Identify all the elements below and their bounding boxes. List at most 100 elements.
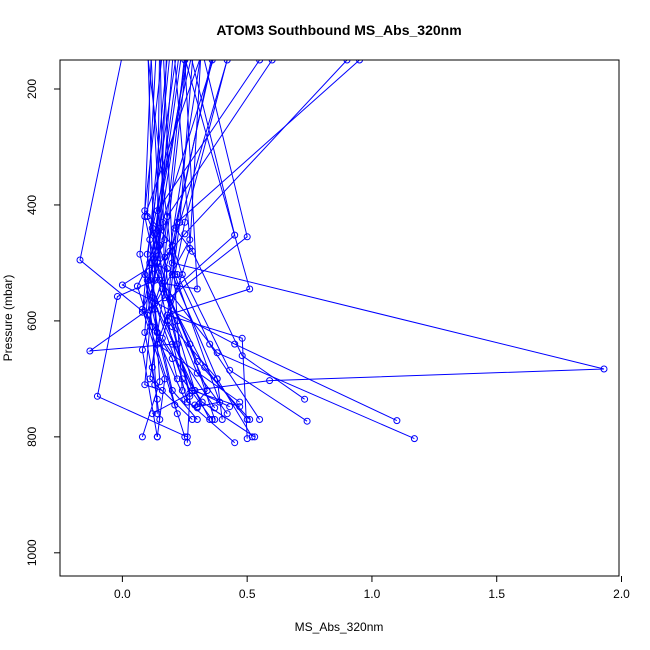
x-tick-label: 0.5 [239, 587, 256, 601]
data-point [146, 276, 154, 284]
series-line-33 [146, 60, 168, 400]
data-point [188, 387, 196, 394]
data-point [163, 311, 171, 319]
data-point [153, 259, 161, 267]
data-point [138, 433, 146, 441]
data-point [251, 433, 259, 441]
data-point [356, 60, 363, 64]
data-point [236, 403, 244, 411]
data-point [156, 416, 164, 423]
data-point [176, 218, 184, 226]
data-point [198, 398, 206, 406]
data-point [93, 392, 101, 400]
y-tick-label: 600 [25, 311, 39, 331]
data-point [226, 366, 234, 374]
data-point [151, 276, 159, 284]
data-point [138, 346, 146, 354]
data-point [163, 213, 171, 220]
chart-title: ATOM3 Southbound MS_Abs_320nm [216, 22, 461, 38]
data-point [148, 323, 156, 331]
series-line-24 [96, 60, 188, 438]
data-point [266, 377, 274, 385]
series-line-11 [156, 60, 261, 414]
series-line-34 [144, 60, 183, 391]
data-point [193, 403, 201, 411]
data-point [193, 358, 201, 365]
plot-frame [59, 59, 620, 577]
data-point [148, 363, 156, 371]
y-axis: 200 400 600 800 1000 [25, 79, 60, 566]
data-point [118, 281, 126, 289]
data-point [223, 60, 231, 64]
data-point [178, 387, 186, 394]
data-point [208, 416, 216, 423]
data-point [186, 236, 194, 244]
series-line-35 [169, 60, 208, 406]
y-tick-label: 800 [25, 427, 39, 447]
series-line-21 [79, 60, 178, 380]
data-point [181, 218, 189, 226]
y-tick-label: 400 [25, 195, 39, 215]
data-point [410, 435, 418, 443]
data-point [148, 305, 156, 313]
x-axis: 0.0 0.5 1.0 1.5 2.0 [114, 576, 630, 601]
data-point [213, 375, 221, 383]
data-point [203, 387, 211, 394]
y-axis-label: Pressure (mbar) [1, 275, 15, 362]
data-point [236, 398, 244, 406]
data-point [158, 334, 166, 342]
series-line-22 [147, 60, 605, 391]
y-tick-label: 1000 [25, 539, 39, 566]
data-point [153, 242, 161, 249]
data-point [76, 256, 84, 264]
data-point [146, 375, 154, 383]
series-line-37 [156, 60, 273, 408]
series-line-8 [152, 60, 191, 415]
data-point [256, 60, 264, 64]
data-point [156, 378, 164, 386]
data-point [600, 365, 608, 373]
series-line-36 [144, 60, 161, 414]
data-point [168, 387, 176, 394]
data-point [186, 244, 194, 252]
series-layer [76, 60, 608, 447]
series-line-16 [144, 60, 163, 391]
data-point [183, 398, 191, 406]
series-line-18 [174, 60, 305, 400]
data-point [168, 323, 176, 331]
data-point [188, 416, 196, 423]
data-point [393, 417, 401, 425]
data-point [246, 285, 254, 293]
data-point [243, 435, 251, 443]
data-point [168, 242, 176, 249]
data-point [193, 285, 201, 293]
data-point [138, 305, 146, 313]
x-tick-label: 1.0 [364, 587, 381, 601]
series-line-26 [161, 60, 415, 440]
data-point [171, 271, 179, 278]
series-line-39 [149, 60, 240, 408]
x-tick-label: 1.5 [488, 587, 505, 601]
data-point [231, 439, 239, 447]
data-point [166, 294, 174, 302]
data-point [138, 308, 146, 316]
data-point [218, 416, 226, 423]
data-point [113, 293, 121, 300]
data-point [213, 349, 221, 357]
data-point [248, 433, 256, 441]
data-point [168, 340, 176, 348]
data-point [268, 60, 276, 64]
data-point [303, 417, 311, 425]
data-point [216, 398, 224, 406]
data-point [243, 233, 251, 241]
data-point [163, 265, 171, 273]
data-point [231, 340, 239, 348]
x-axis-label: MS_Abs_320nm [295, 620, 384, 634]
x-tick-label: 0.0 [114, 587, 131, 601]
data-point [158, 387, 166, 394]
data-point [223, 410, 231, 418]
data-point [183, 433, 191, 441]
data-point [168, 259, 176, 267]
series-line-40 [174, 60, 228, 408]
